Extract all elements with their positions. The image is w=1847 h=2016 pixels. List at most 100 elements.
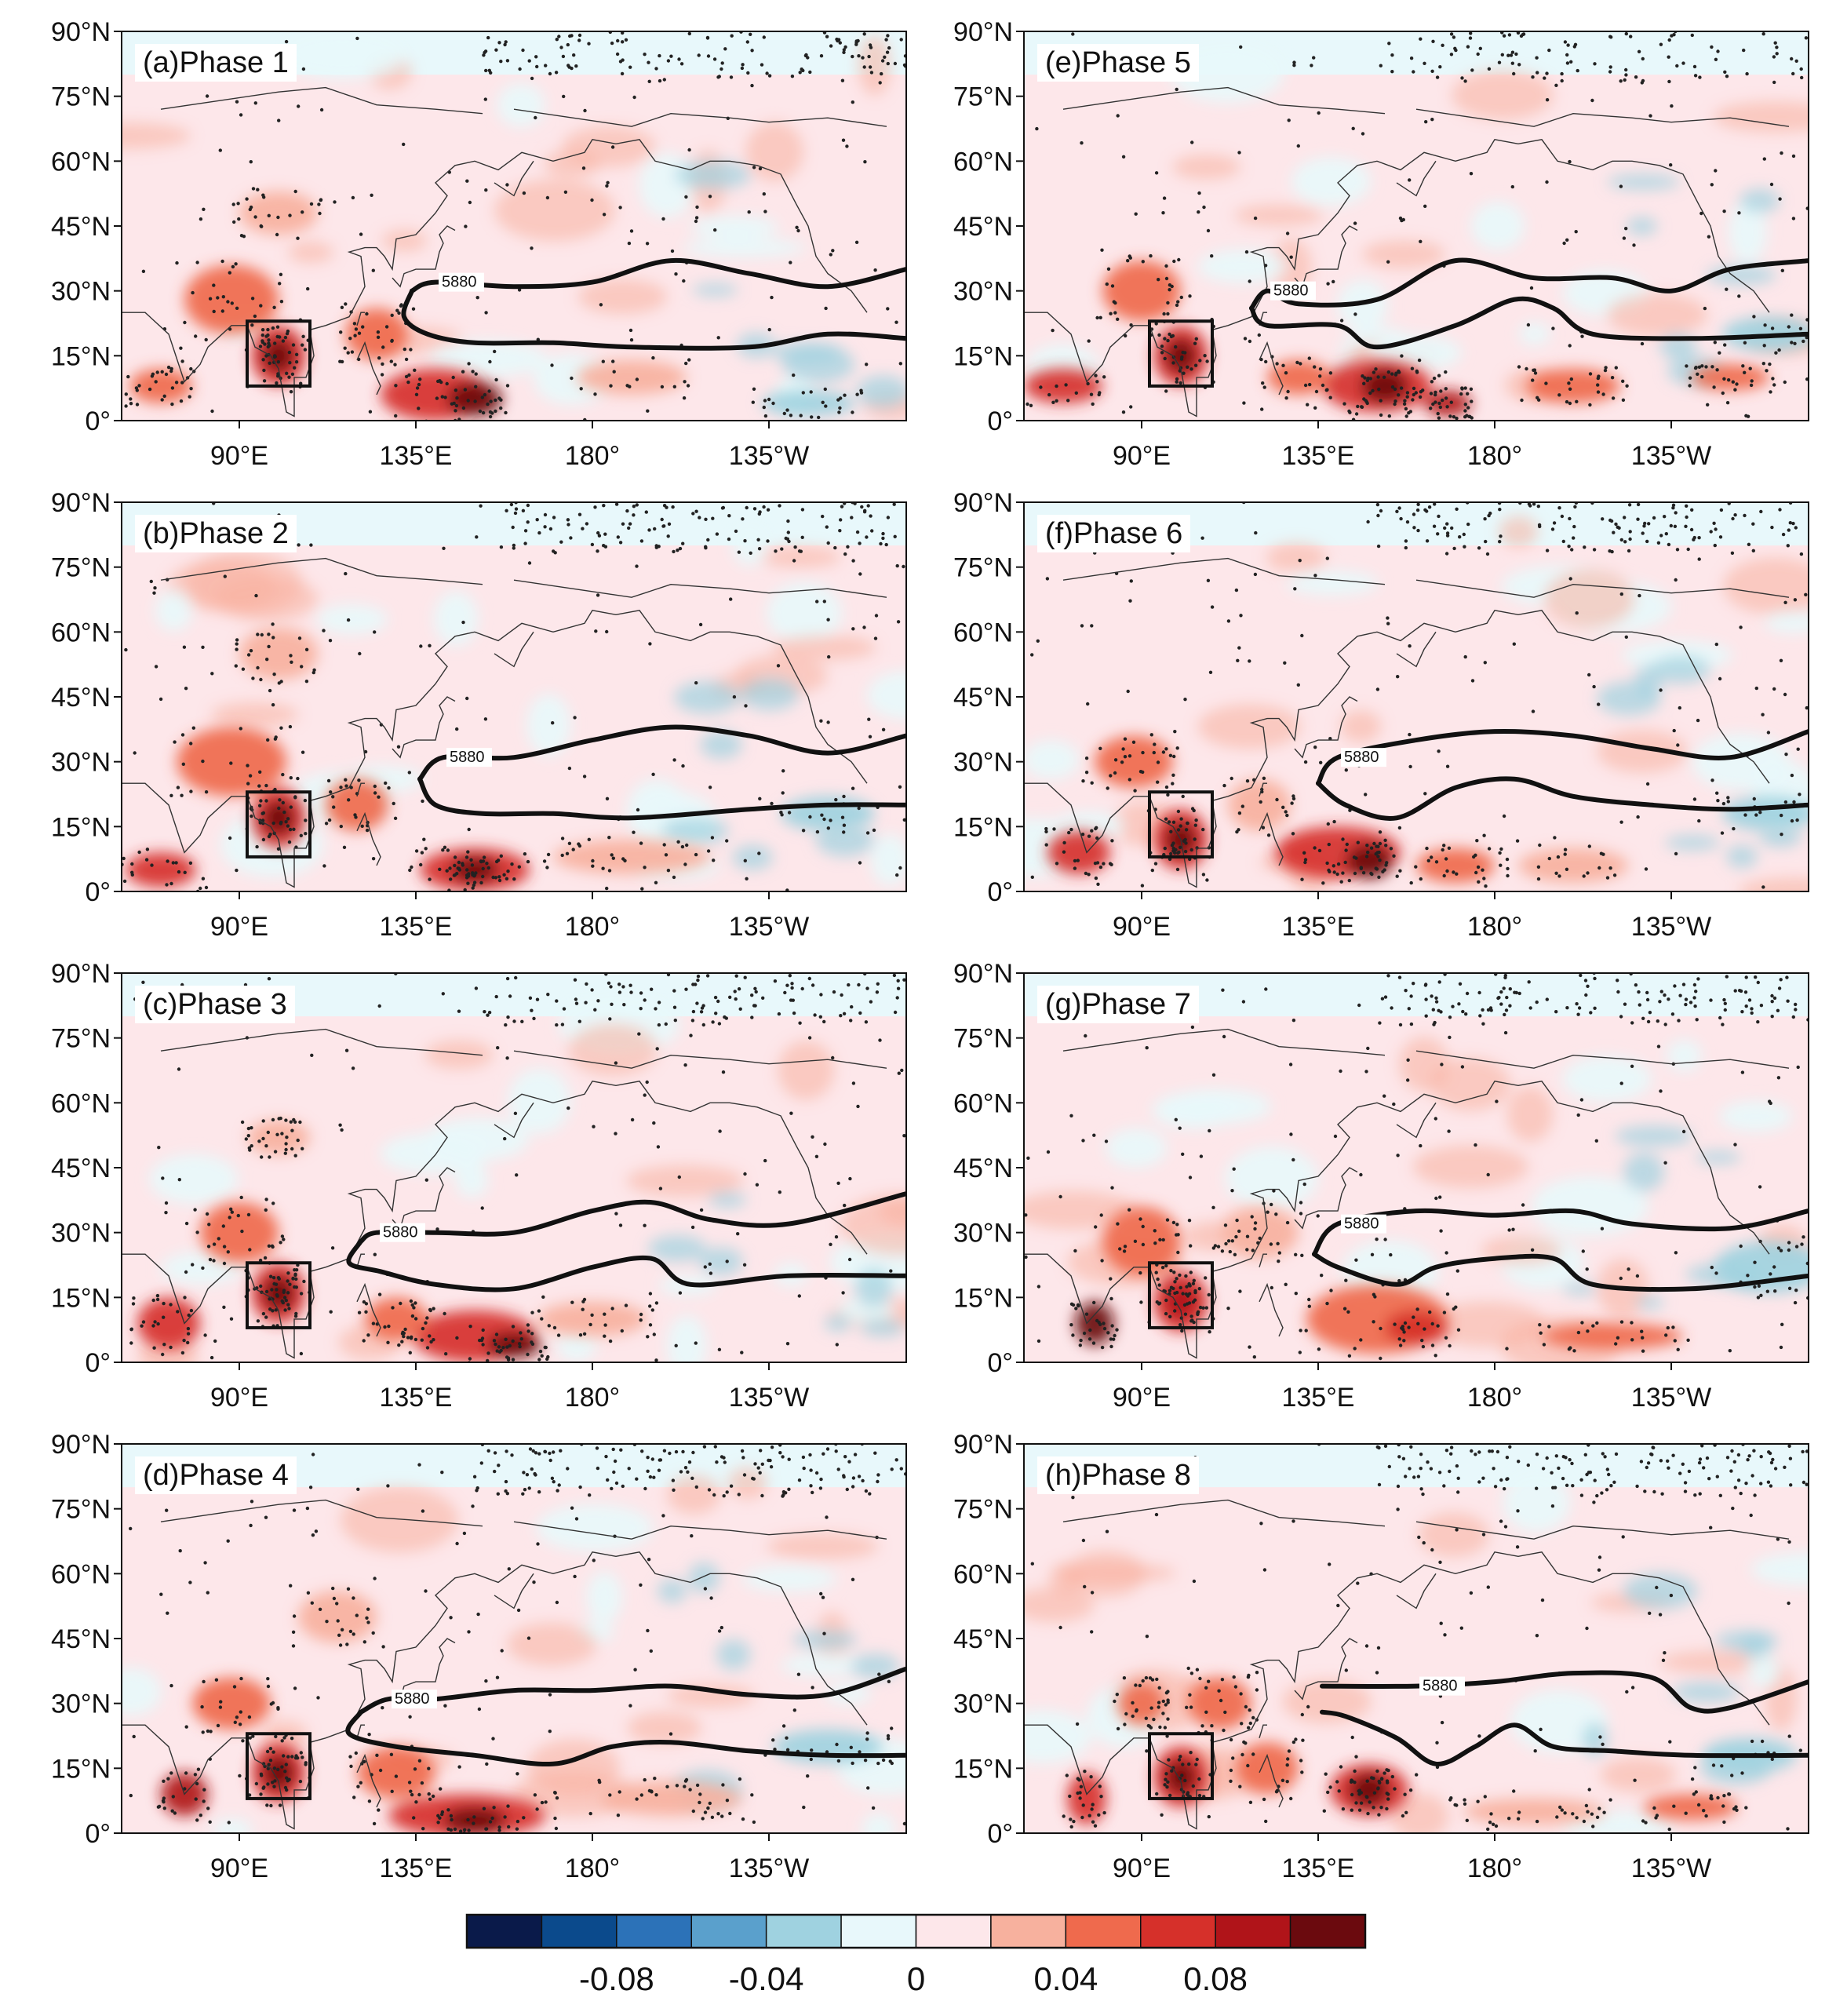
stipple-dot (1787, 1540, 1791, 1544)
stipple-dot (722, 1456, 726, 1460)
stipple-dot (1302, 1182, 1306, 1187)
stipple-dot (222, 1261, 227, 1266)
stipple-dot (880, 59, 885, 63)
stipple-dot (537, 1358, 541, 1362)
stipple-dot (1630, 1064, 1634, 1068)
stipple-dot (662, 1449, 667, 1453)
stipple-dot (1164, 785, 1169, 789)
stipple-dot (1622, 236, 1627, 240)
stipple-dot (715, 532, 719, 536)
stipple-dot (1118, 1247, 1122, 1251)
stipple-dot (1673, 984, 1677, 988)
lat-tick-label: 90°N (51, 17, 111, 47)
stipple-dot (610, 1002, 614, 1006)
stipple-dot (1747, 542, 1751, 546)
stipple-dot (627, 241, 632, 246)
stipple-dot (555, 38, 559, 42)
stipple-dot (648, 1323, 653, 1327)
stipple-dot (1296, 683, 1300, 687)
stipple-dot (212, 1259, 216, 1263)
stipple-dot (1095, 861, 1100, 865)
stipple-dot (1718, 535, 1723, 539)
stipple-dot (717, 1022, 722, 1026)
stipple-dot (1752, 1449, 1756, 1453)
stipple-dot (384, 325, 389, 329)
stipple-dot (848, 1176, 852, 1181)
stipple-dot (1158, 1725, 1162, 1730)
stipple-dot (497, 878, 502, 883)
stipple-dot (577, 33, 582, 38)
stipple-dot (808, 1453, 812, 1457)
stipple-dot (1463, 403, 1467, 406)
stipple-dot (1276, 1241, 1280, 1245)
stipple-dot (1584, 993, 1588, 997)
stipple-dot (482, 855, 486, 859)
stipple-dot (1155, 1677, 1159, 1682)
stipple-dot (1242, 401, 1246, 405)
stipple-dot (256, 188, 260, 191)
stipple-dot (687, 1460, 692, 1464)
stipple-dot (1378, 830, 1383, 834)
stipple-dot (1430, 1548, 1434, 1552)
stipple-dot (1822, 826, 1825, 829)
contour-label: 5880 (442, 274, 477, 291)
stipple-dot (515, 1772, 519, 1776)
positive-anomaly (1499, 516, 1538, 548)
stipple-dot (858, 572, 862, 576)
stipple-dot (444, 1352, 448, 1356)
stipple-dot (1718, 1493, 1722, 1497)
stipple-dot (596, 530, 600, 535)
stipple-dot (209, 1355, 214, 1360)
stipple-dot (662, 78, 666, 82)
stipple-dot (408, 868, 412, 873)
stipple-dot (162, 1779, 166, 1783)
stipple-dot (863, 1759, 868, 1763)
stipple-dot (1238, 1289, 1242, 1293)
stipple-dot (694, 1341, 698, 1345)
stipple-dot (195, 1230, 199, 1234)
stipple-dot (811, 1490, 814, 1495)
stipple-dot (487, 389, 491, 393)
stipple-dot (1516, 31, 1521, 35)
stipple-dot (602, 544, 606, 548)
stipple-dot (1462, 532, 1466, 537)
stipple-dot (1316, 1214, 1320, 1218)
panel-phase-1: 5880 90°N 75°N 60°N 45°N 30°N 15°N 0° 90°E 135°E 1… (0, 0, 924, 487)
stipple-dot (1073, 866, 1077, 870)
stipple-dot (530, 246, 534, 250)
stipple-dot (1746, 1274, 1750, 1278)
stipple-dot (881, 531, 885, 536)
stipple-dot (1466, 392, 1470, 396)
stipple-dot (1175, 1290, 1179, 1295)
stipple-dot (750, 1015, 754, 1019)
stipple-dot (511, 525, 515, 530)
stipple-dot (752, 1820, 756, 1825)
stipple-dot (1521, 32, 1525, 37)
stipple-dot (208, 297, 213, 301)
stipple-dot (896, 620, 901, 624)
stipple-dot (1659, 1459, 1663, 1463)
stipple-dot (424, 1321, 428, 1325)
coastlines (1024, 1028, 1790, 1359)
stipple-dot (1609, 35, 1613, 39)
stipple-dot (1146, 1723, 1150, 1728)
stipple-dot (842, 1474, 846, 1478)
stipple-dot (1557, 1466, 1561, 1471)
stipple-dot (1433, 502, 1437, 506)
stipple-dot (1527, 980, 1531, 984)
stipple-dot (1236, 658, 1240, 662)
stipple-dot (457, 866, 461, 870)
stipple-dot (207, 1223, 211, 1227)
stipple-dot (1750, 379, 1754, 383)
stipple-dot (1744, 975, 1748, 979)
stipple-dot (1284, 396, 1288, 400)
stipple-dot (761, 996, 765, 1000)
stipple-dot (271, 703, 275, 707)
stipple-dot (635, 1477, 639, 1481)
stipple-dot (1198, 359, 1202, 363)
stipple-dot (745, 877, 749, 880)
negative-anomaly (732, 844, 773, 870)
stipple-dot (1222, 1728, 1226, 1733)
stipple-dot (1084, 1034, 1087, 1038)
positive-anomaly (214, 576, 319, 622)
